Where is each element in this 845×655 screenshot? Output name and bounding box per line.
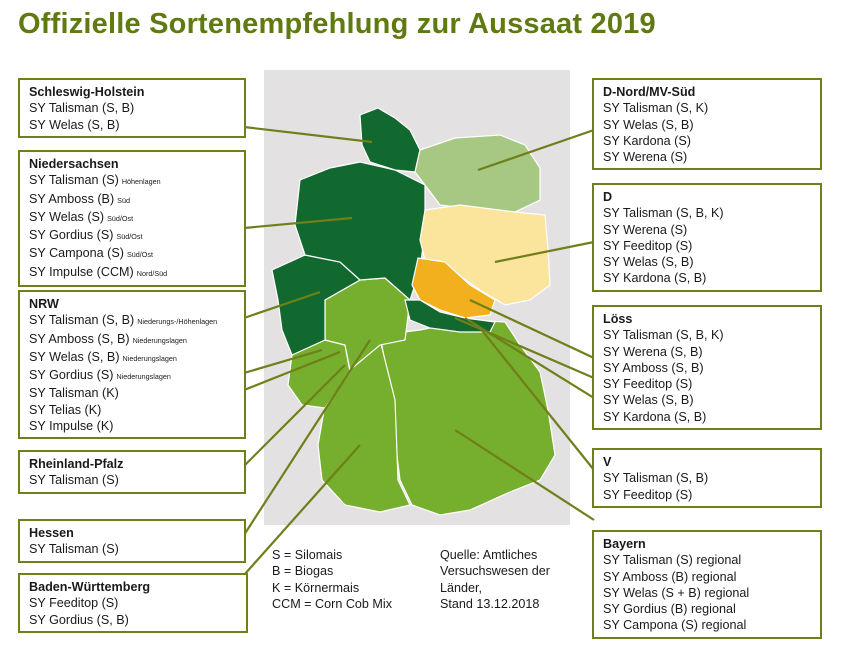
variety-line: SY Kardona (S, B) [603,409,707,424]
legend-entry: S = Silomais [272,548,343,562]
region-d-nord [414,134,541,213]
legend-entry: CCM = Corn Cob Mix [272,596,393,611]
source-line: Länder, [440,580,483,595]
connector-lines [243,125,595,576]
variety-line: SY Werena (S, B) [603,344,703,359]
variety-line: SY Amboss (S, B) [603,360,704,375]
abbreviation-legend: S = Silomais B = Biogas K = Körnermais C… [272,547,392,612]
legend-entry: B = Biogas [272,564,334,579]
variety-line: SY Talisman (K) [29,386,119,401]
region-schleswig-holstein [359,107,421,173]
variety-line: SY Amboss (B) Süd [29,191,130,206]
variety-line: SY Welas (S, B) [603,117,694,132]
box-baden-wuerttemberg: Baden-Württemberg SY Feeditop (S) SY Gor… [18,573,248,633]
variety-line: SY Amboss (B) regional [603,569,737,584]
variety-line: SY Campona (S) regional [603,618,747,633]
box-d: D SY Talisman (S, B, K) SY Werena (S) SY… [592,183,822,292]
variety-line: SY Talisman (S) [29,473,119,488]
variety-line: SY Campona (S) Süd/Ost [29,246,153,261]
variety-line: SY Welas (S) Süd/Ost [29,209,134,224]
variety-line: SY Feeditop (S) [29,596,119,611]
box-title: Hessen [29,526,74,540]
legend-entry: K = Körnermais [272,580,360,595]
box-title: V [603,455,612,469]
box-bayern: Bayern SY Talisman (S) regional SY Ambos… [592,530,822,639]
variety-line: SY Talisman (S, B, K) [603,328,724,343]
box-niedersachsen: Niedersachsen SY Talisman (S) Höhenlagen … [18,150,246,288]
variety-line: SY Feeditop (S) [603,487,693,502]
box-hessen: Hessen SY Talisman (S) [18,519,246,563]
box-title: Bayern [603,537,646,551]
source-line: Versuchswesen der [440,564,550,579]
box-title: D [603,190,613,204]
variety-line: SY Talisman (S, B) [603,471,709,486]
box-title: Schleswig-Holstein [29,85,145,99]
variety-line: SY Gordius (S, B) [29,612,129,627]
variety-line: SY Welas (S + B) regional [603,585,750,600]
source-line: Quelle: Amtliches [440,548,538,562]
box-title: D-Nord/MV-Süd [603,85,696,99]
variety-line: SY Feeditop (S) [603,238,693,253]
variety-line: SY Talisman (S) regional [603,553,742,568]
variety-line: SY Werena (S) [603,150,688,165]
variety-line: SY Welas (S, B) [603,393,694,408]
variety-line: SY Welas (S, B) Niederungslagen [29,349,177,364]
variety-line: SY Kardona (S, B) [603,271,707,286]
variety-line: SY Talisman (S, B, K) [603,206,724,221]
variety-line: SY Welas (S, B) [29,117,120,132]
variety-line: SY Gordius (S) Süd/Ost [29,228,143,243]
variety-line: SY Talisman (S, K) [603,101,709,116]
box-nrw: NRW SY Talisman (S, B) Niederungs-/Höhenl… [18,290,246,440]
variety-line: SY Amboss (S, B) Niederungslagen [29,331,187,346]
variety-line: SY Gordius (S) Niederungslagen [29,368,171,383]
box-rheinland-pfalz: Rheinland-Pfalz SY Talisman (S) [18,450,246,494]
variety-line: SY Welas (S, B) [603,255,694,270]
box-v: V SY Talisman (S, B) SY Feeditop (S) [592,448,822,508]
box-title: Baden-Württemberg [29,580,151,594]
variety-line: SY Talisman (S) Höhenlagen [29,173,161,188]
box-title: NRW [29,297,59,311]
region-v [404,299,496,333]
box-loess: Löss SY Talisman (S, B, K) SY Werena (S,… [592,305,822,431]
variety-line: SY Feeditop (S) [603,377,693,392]
variety-line: SY Werena (S) [603,222,688,237]
variety-line: SY Impulse (K) [29,419,114,434]
box-schleswig-holstein: Schleswig-Holstein SY Talisman (S, B) SY… [18,78,246,138]
page-title: Offizielle Sortenempfehlung zur Aussaat … [18,8,656,40]
box-title: Rheinland-Pfalz [29,457,124,471]
box-title: Löss [603,312,633,326]
variety-line: SY Talisman (S, B) Niederungs-/Höhenlagen [29,313,218,328]
variety-line: SY Impulse (CCM) Nord/Süd [29,264,168,279]
box-title: Niedersachsen [29,157,119,171]
variety-line: SY Kardona (S) [603,133,691,148]
source-line: Stand 13.12.2018 [440,596,540,611]
variety-line: SY Talisman (S) [29,542,119,557]
source-note: Quelle: Amtliches Versuchswesen der Länd… [440,547,550,612]
variety-line: SY Telias (K) [29,402,102,417]
variety-line: SY Talisman (S, B) [29,101,135,116]
box-d-nord-mv-sued: D-Nord/MV-Süd SY Talisman (S, K) SY Wela… [592,78,822,171]
variety-line: SY Gordius (B) regional [603,602,736,617]
